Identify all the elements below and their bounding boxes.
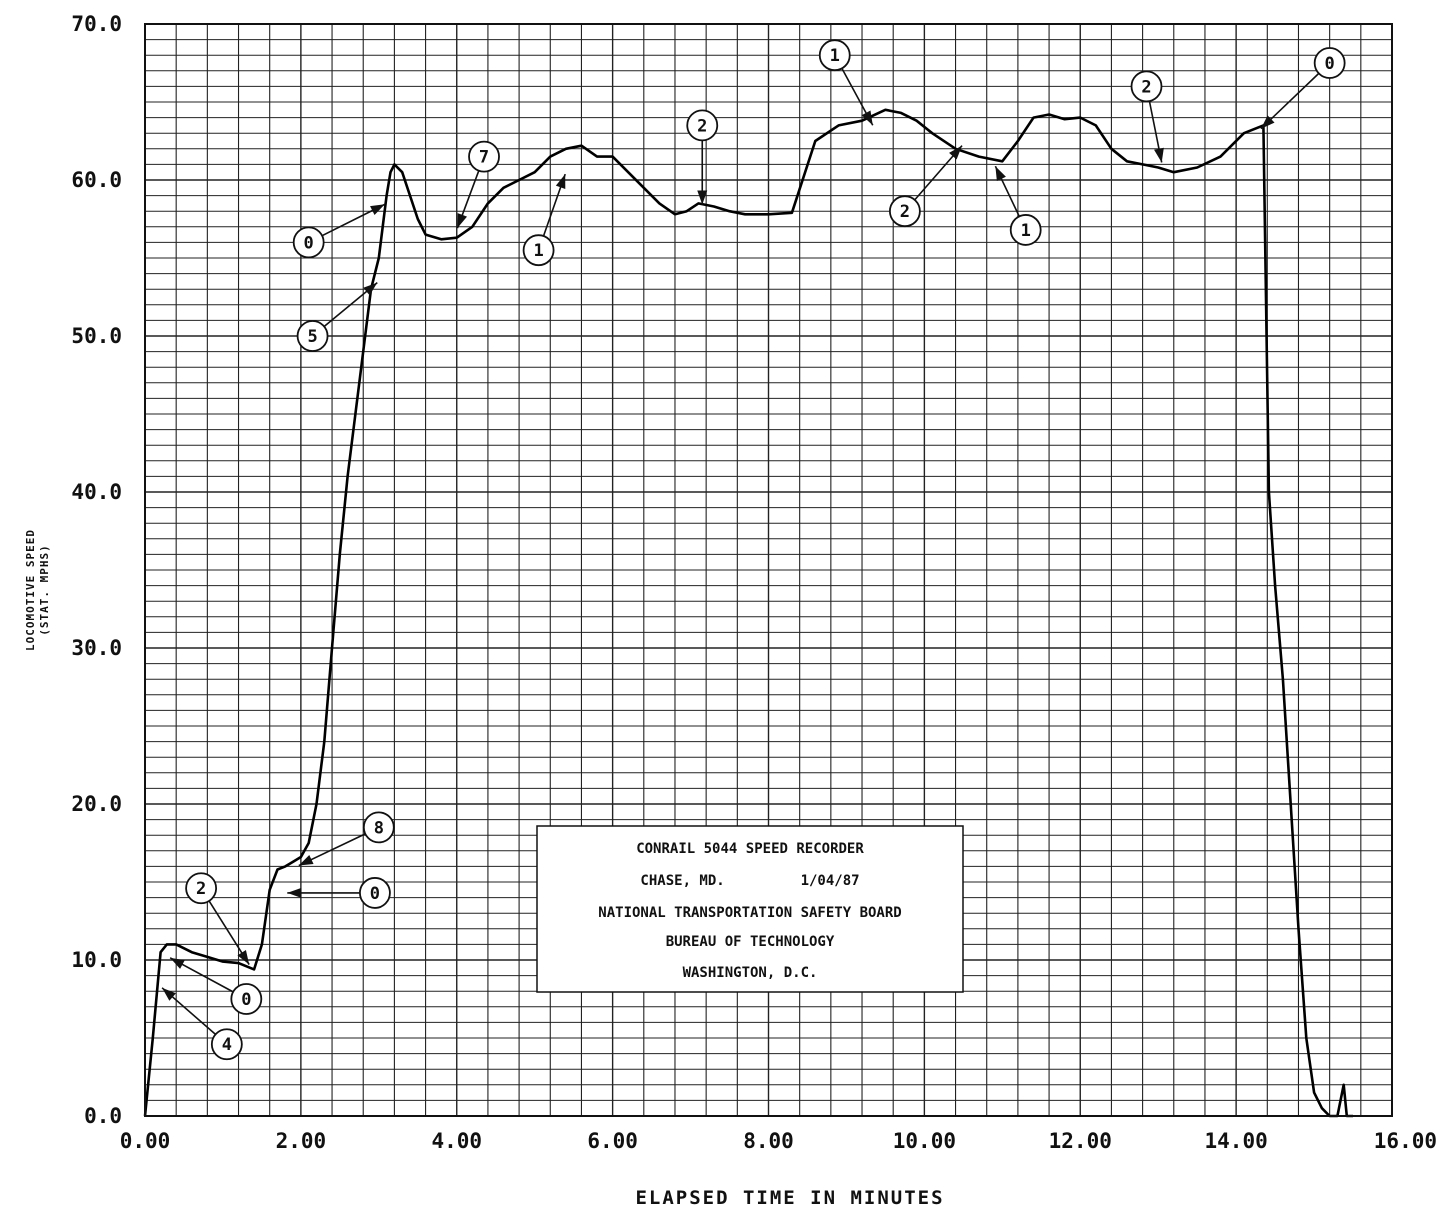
annotation-label: 2 (697, 116, 707, 136)
annotation-marker (818, 39, 851, 72)
annotation-marker (468, 140, 500, 173)
y-tick-label: 70.0 (71, 12, 122, 36)
annotation-label: 2 (1141, 77, 1151, 97)
y-tick-labels: 0.0 10.0 20.0 30.0 40.0 50.0 60.0 70.0 (71, 12, 122, 1128)
y-tick-label: 20.0 (71, 792, 122, 816)
x-tick-label: 4.00 (431, 1129, 482, 1153)
annotation-arrowhead (370, 204, 385, 216)
annotation-label: 5 (307, 327, 317, 347)
info-box-line-4: BUREAU OF TECHNOLOGY (666, 934, 835, 950)
y-tick-label: 10.0 (71, 948, 122, 972)
x-tick-labels: 0.00 2.00 4.00 6.00 8.00 10.00 12.00 14.00 16.00 (120, 1129, 1437, 1153)
y-axis-title-line-2: (STAT. MPHS) (38, 544, 51, 635)
x-tick-label: 10.00 (893, 1129, 956, 1153)
info-box: CONRAIL 5044 SPEED RECORDER CHASE, MD. 1… (536, 825, 964, 993)
annotation-label: 4 (222, 1035, 232, 1055)
speed-line (143, 108, 1353, 1118)
annotation-arrowhead (298, 855, 314, 866)
y-tick-label: 60.0 (71, 168, 122, 192)
annotation-marker (1009, 214, 1042, 246)
annotation-label: 0 (304, 233, 314, 253)
x-tick-label: 6.00 (587, 1129, 638, 1153)
annotation-arrowhead (170, 957, 185, 969)
y-axis-title-line-1: LOCOMOTIVE SPEED (24, 529, 37, 651)
y-tick-label: 50.0 (71, 324, 122, 348)
annotation-marker (1313, 47, 1346, 79)
x-tick-label: 14.00 (1205, 1129, 1268, 1153)
annotation-marker (686, 109, 719, 142)
annotation-arrowhead (1154, 147, 1164, 163)
annotations: 0 4 2 0 8 5 0 7 1 2 1 2 1 2 0 (161, 39, 1346, 1061)
annotation-arrowhead (287, 887, 302, 898)
annotation-marker (888, 195, 921, 228)
speed-curve-layer (143, 108, 1353, 1118)
annotation-arrowhead (162, 987, 176, 1001)
x-tick-label: 2.00 (276, 1129, 327, 1153)
annotation-label: 8 (374, 818, 384, 838)
info-box-line-3: NATIONAL TRANSPORTATION SAFETY BOARD (598, 905, 901, 921)
annotation-arrowhead (995, 166, 1006, 181)
annotation-marker (359, 877, 391, 909)
annotation-label: 1 (1021, 221, 1031, 241)
annotation-label: 0 (241, 990, 251, 1010)
annotation-marker (292, 226, 325, 259)
info-box-line-5: WASHINGTON, D.C. (683, 965, 818, 981)
annotation-label: 0 (1325, 54, 1335, 74)
x-tick-label: 8.00 (743, 1129, 794, 1153)
annotation-label: 7 (479, 148, 489, 168)
annotation-label: 2 (196, 879, 206, 899)
annotation-marker (210, 1028, 243, 1061)
annotation-arrowhead (949, 145, 963, 160)
annotation-arrowhead (861, 110, 873, 126)
x-tick-label: 12.00 (1049, 1129, 1112, 1153)
annotation-label: 0 (370, 884, 380, 904)
annotation-marker (1130, 70, 1163, 103)
y-tick-label: 0.0 (84, 1104, 122, 1128)
annotation-arrowhead (237, 950, 250, 965)
annotation-marker (230, 983, 263, 1015)
annotation-arrowhead (697, 190, 708, 205)
info-box-line-1: CONRAIL 5044 SPEED RECORDER (636, 841, 864, 857)
annotation-label: 1 (533, 241, 543, 261)
info-box-line-2: CHASE, MD. 1/04/87 (640, 873, 859, 889)
info-box-frame (536, 825, 964, 993)
x-axis-title: ELAPSED TIME IN MINUTES (635, 1187, 944, 1209)
annotation-marker (362, 811, 395, 844)
y-axis-title: LOCOMOTIVE SPEED (STAT. MPHS) (24, 529, 51, 651)
annotation-arrowhead (457, 213, 468, 229)
annotation-label: 2 (900, 202, 910, 222)
annotation-label: 1 (830, 46, 840, 66)
x-tick-label: 16.00 (1374, 1129, 1437, 1153)
annotation-marker (296, 320, 329, 352)
annotation-arrowhead (1260, 115, 1275, 129)
annotation-arrowhead (555, 174, 566, 189)
x-tick-label: 0.00 (120, 1129, 171, 1153)
annotation-marker (522, 234, 555, 267)
y-tick-label: 30.0 (71, 636, 122, 660)
y-tick-label: 40.0 (71, 480, 122, 504)
annotation-marker (185, 872, 218, 905)
plot-frame (144, 23, 1393, 1117)
annotation-arrowhead (363, 282, 378, 296)
